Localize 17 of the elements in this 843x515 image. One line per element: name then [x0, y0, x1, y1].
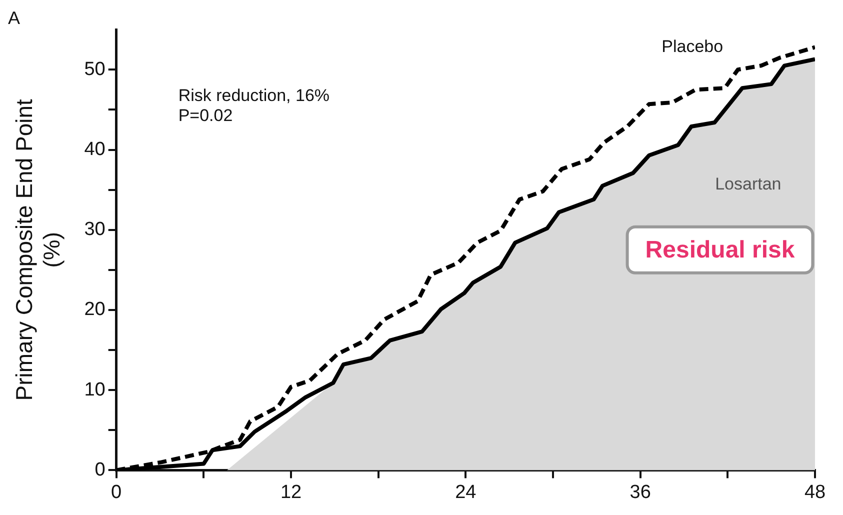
x-tick-label: 48: [804, 482, 826, 503]
y-tick-label: 10: [84, 379, 106, 400]
y-tick-label: 50: [84, 58, 106, 80]
x-tick-label: 0: [111, 482, 122, 503]
x-tick-label: 12: [280, 482, 302, 503]
y-tick-label: 40: [84, 139, 106, 160]
x-tick-label: 36: [630, 482, 651, 503]
series-label: Placebo: [662, 37, 724, 56]
annotation: Risk reduction, 16% P=0.02: [178, 86, 330, 125]
y-tick-label: 30: [84, 219, 106, 240]
annotation: Residual risk: [645, 236, 796, 264]
x-tick-label: 24: [455, 482, 477, 503]
text: Losartan: [715, 174, 782, 194]
y-axis-title: Primary Composite End Point (%): [11, 98, 65, 401]
y-tick-label: 0: [94, 459, 106, 480]
y-tick-label: 20: [84, 299, 106, 320]
chart-title: A: [8, 8, 20, 28]
